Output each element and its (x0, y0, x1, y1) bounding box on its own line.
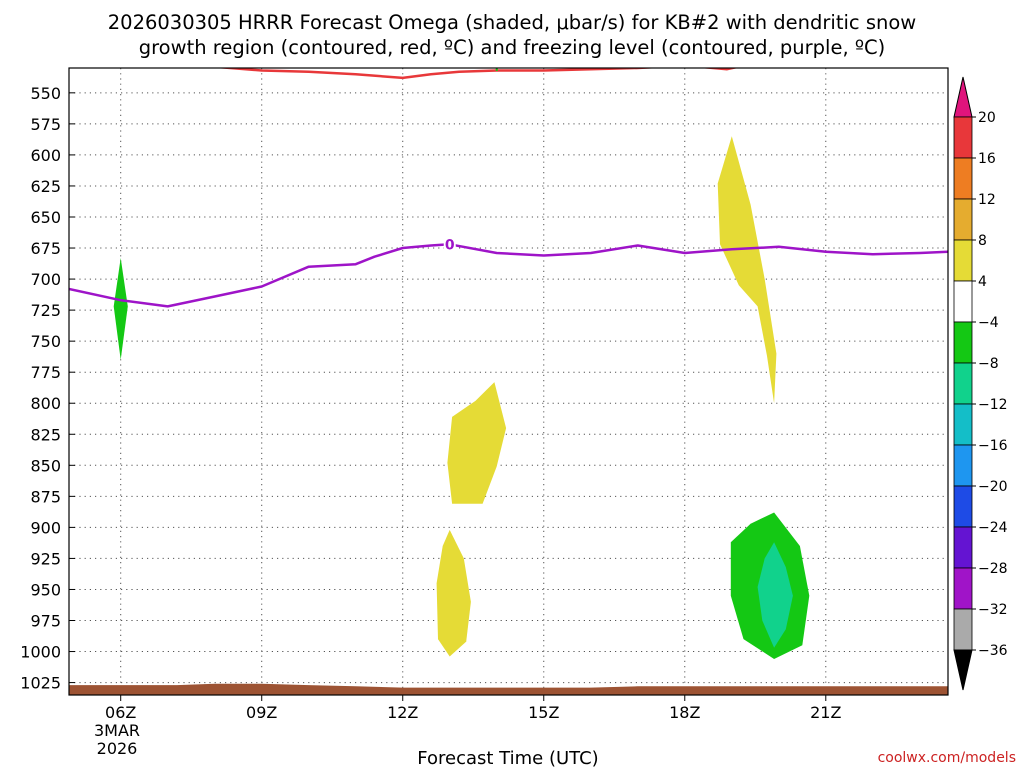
yellow-region-13z-lower (436, 529, 471, 657)
y-tick-label-1025: 1025 (20, 674, 61, 693)
omega-shading (113, 136, 810, 659)
freezing-level-line (69, 243, 948, 308)
freezing-label-bg (443, 236, 456, 253)
colorbar-label-2: 12 (978, 192, 996, 208)
colorbar-label-7: −12 (978, 397, 1008, 413)
y-axis: 550 575 600 625 650 675 700 725 750 775 800 825 850 8… (20, 84, 75, 693)
colorbar-label-3: 8 (978, 233, 987, 249)
teal-region-20z (757, 542, 793, 648)
x-axis-label: Forecast Time (UTC) (417, 748, 598, 768)
y-tick-label-975: 975 (30, 612, 61, 631)
y-tick-label-925: 925 (30, 549, 61, 568)
colorbar-bin-16-20 (953, 116, 973, 159)
x-date-year: 2026 (97, 739, 138, 758)
yellow-region-19z (717, 136, 777, 404)
y-tick-label-775: 775 (30, 363, 61, 382)
y-tick-label-1000: 1000 (20, 643, 61, 662)
y-tick-label-725: 725 (30, 301, 61, 320)
y-tick-label-700: 700 (30, 270, 61, 289)
colorbar-bin-neg32-neg28 (953, 567, 973, 610)
colorbar-bin-neg8-neg4 (953, 321, 973, 364)
y-tick-label-875: 875 (30, 487, 61, 506)
y-tick-label-850: 850 (30, 456, 61, 475)
grid-lines (69, 68, 948, 695)
colorbar-bin-8-12 (953, 198, 973, 241)
colorbar-label-9: −20 (978, 479, 1008, 495)
colorbar-bin-12-16 (953, 157, 973, 200)
x-tick-label-15Z: 15Z (528, 703, 559, 722)
colorbar: 20 16 12 8 4 −4 −8 −12 −16 −20 −24 −28 −32 −36 (953, 76, 1008, 691)
chart-title-line-1: 2026030305 HRRR Forecast Omega (shaded, … (108, 11, 917, 34)
dgz-contour-line (214, 68, 865, 80)
colorbar-bin-neg12-neg8 (953, 362, 973, 405)
x-tick-label-18Z: 18Z (669, 703, 700, 722)
x-date-month: 3MAR (94, 721, 140, 740)
colorbar-label-13: −36 (978, 643, 1008, 659)
colorbar-label-11: −28 (978, 561, 1008, 577)
y-tick-label-825: 825 (30, 425, 61, 444)
green-region-06z (113, 258, 128, 360)
colorbar-bottom-triangle (953, 649, 973, 691)
plot-frame (68, 67, 949, 696)
terrain-layer (69, 683, 948, 695)
x-tick-label-09Z: 09Z (246, 703, 277, 722)
colorbar-bin-neg16-neg12 (953, 403, 973, 446)
colorbar-label-8: −16 (978, 438, 1008, 454)
y-tick-label-800: 800 (30, 394, 61, 413)
y-tick-label-575: 575 (30, 115, 61, 134)
x-axis: 06Z 09Z 12Z 15Z 18Z 21Z (105, 695, 841, 722)
y-tick-label-900: 900 (30, 518, 61, 537)
ground-surface (69, 683, 948, 695)
x-tick-label-06Z: 06Z (105, 703, 136, 722)
colorbar-bin-neg24-neg20 (953, 485, 973, 528)
y-tick-label-625: 625 (30, 177, 61, 196)
colorbar-label-5: −4 (978, 315, 999, 331)
freezing-level-contour-label: 0 (445, 237, 455, 253)
y-tick-label-550: 550 (30, 84, 61, 103)
colorbar-bin-4-8 (953, 239, 973, 282)
y-tick-label-750: 750 (30, 332, 61, 351)
colorbar-label-6: −8 (978, 356, 999, 372)
colorbar-label-4: 4 (978, 274, 987, 290)
x-tick-label-12Z: 12Z (387, 703, 418, 722)
y-tick-label-950: 950 (30, 580, 61, 599)
colorbar-bin-neg4-4 (953, 280, 973, 323)
colorbar-bin-neg28-neg24 (953, 526, 973, 569)
y-tick-label-675: 675 (30, 239, 61, 258)
y-tick-label-650: 650 (30, 208, 61, 227)
yellow-region-13z-upper (447, 382, 507, 504)
credit-text: coolwx.com/models (878, 750, 1016, 766)
colorbar-bin-neg36-neg32 (953, 608, 973, 651)
chart-title-line-2: growth region (contoured, red, ºC) and f… (139, 36, 886, 59)
y-tick-label-600: 600 (30, 146, 61, 165)
colorbar-label-12: −32 (978, 602, 1008, 618)
contour-lines: 0 (69, 68, 948, 308)
colorbar-label-10: −24 (978, 520, 1008, 536)
colorbar-bin-neg20-neg16 (953, 444, 973, 487)
x-tick-label-21Z: 21Z (810, 703, 841, 722)
colorbar-label-1: 16 (978, 151, 996, 167)
colorbar-label-0: 20 (978, 110, 996, 126)
plot-area: 0 (69, 68, 948, 695)
